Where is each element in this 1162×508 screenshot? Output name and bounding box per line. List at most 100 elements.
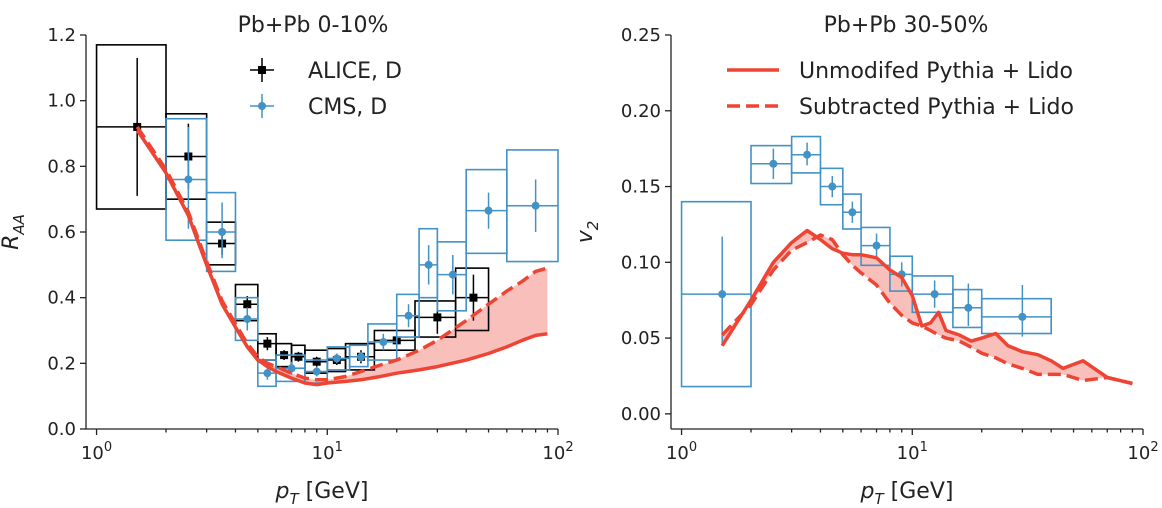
data-point-1-3	[263, 369, 272, 378]
x-tick-exponent: 2	[565, 440, 573, 455]
data-point-1-8	[379, 337, 388, 346]
y-tick-label: 0.6	[47, 222, 76, 243]
syst-box-0-12	[454, 267, 490, 332]
data-point-1-2	[243, 315, 252, 324]
data-point-1-9	[404, 311, 413, 320]
x-axis-label-sub: T	[875, 490, 886, 508]
data-point-1-5	[312, 367, 321, 376]
data-point-1-7	[356, 352, 365, 361]
legend-label: Unmodifed Pythia + Lido	[799, 59, 1073, 84]
x-tick-label: 102	[1127, 440, 1158, 464]
x-tick-label: 101	[312, 440, 343, 464]
x-tick-exponent: 2	[1150, 440, 1158, 455]
data-point-1-1	[218, 228, 227, 236]
syst-box-0-6	[889, 255, 914, 292]
data-point-0-9	[1018, 312, 1027, 321]
legend: Unmodifed Pythia + Lido Subtracted Pythia…	[727, 59, 1074, 120]
x-tick-label: 102	[542, 440, 573, 464]
data-point-0-7	[930, 290, 939, 299]
data-point-0-0	[718, 290, 727, 299]
x-tick-exponent: 1	[335, 440, 343, 455]
y-tick-label: 0.25	[621, 25, 661, 46]
x-tick-label: 100	[666, 440, 697, 464]
data-point-0-4	[263, 339, 272, 348]
data-point-0-7	[312, 357, 321, 366]
y-tick-label: 1.0	[47, 91, 76, 112]
data-point-1-0	[184, 175, 193, 184]
data-point-1-11	[448, 270, 457, 279]
x-axis-label: pT [GeV]	[860, 479, 954, 508]
chart-title: Pb+Pb 0-10%	[238, 13, 389, 38]
x-tick-label: 101	[897, 440, 928, 464]
data-point-1-13	[531, 201, 540, 210]
data-point-0-11	[433, 313, 442, 322]
legend-label: Subtracted Pythia + Lido	[799, 95, 1074, 120]
data-point-1-4	[287, 364, 296, 373]
data-point-0-12	[469, 293, 478, 302]
legend: ALICE, D CMS, D	[250, 58, 402, 120]
subtracted-curve	[135, 125, 548, 382]
y-tick-label: 0.4	[47, 288, 76, 309]
data-point-0-8	[964, 303, 973, 312]
chart-title: Pb+Pb 30-50%	[824, 13, 989, 38]
y-tick-label: 0.00	[621, 404, 661, 425]
y-tick-label: 0.05	[621, 328, 661, 349]
data-point-1-12	[484, 206, 493, 215]
x-tick-base: 10	[81, 443, 104, 464]
legend-marker-circle	[258, 102, 266, 110]
y-tick-label: 0.10	[621, 252, 661, 273]
x-tick-exponent: 0	[104, 440, 112, 455]
x-axis-label: pT [GeV]	[275, 479, 369, 508]
x-tick-base: 10	[542, 443, 565, 464]
x-tick-label: 100	[81, 440, 112, 464]
y-axis-label-sub: 2	[584, 221, 602, 231]
y-axis-label: v2	[573, 221, 602, 244]
x-axis-label-unit: [GeV]	[299, 479, 369, 504]
data-point-0-2	[803, 150, 812, 159]
y-tick-label: 0.15	[621, 177, 661, 198]
legend-marker-square	[258, 66, 266, 74]
y-tick-label: 0.20	[621, 101, 661, 122]
y-axis-label-sub: AA	[10, 214, 28, 236]
x-axis-label-unit: [GeV]	[884, 479, 954, 504]
x-axis-label-main: p	[860, 479, 875, 504]
y-tick-label: 0.8	[47, 156, 76, 177]
data-point-0-6	[294, 352, 303, 361]
y-axis-label-main: R	[0, 235, 24, 250]
legend-label: ALICE, D	[308, 59, 402, 84]
subtracted-curve	[720, 233, 1133, 386]
x-tick-base: 10	[312, 443, 335, 464]
y-tick-label: 1.2	[47, 25, 76, 46]
unmodified-curve	[720, 228, 1133, 386]
syst-box-0-9	[980, 297, 1052, 335]
y-tick-label: 0.0	[47, 419, 76, 440]
y-axis-label: RAA	[0, 214, 28, 250]
x-axis-label-sub: T	[290, 490, 301, 508]
data-point-0-4	[848, 208, 857, 217]
x-tick-exponent: 1	[920, 440, 928, 455]
syst-box-0-5	[860, 226, 891, 267]
x-tick-base: 10	[897, 443, 920, 464]
syst-box-1-11	[436, 241, 467, 312]
y-axis-label-main: v	[573, 229, 598, 243]
x-axis-label-main: p	[275, 479, 290, 504]
x-tick-base: 10	[666, 443, 689, 464]
x-tick-base: 10	[1127, 443, 1150, 464]
series-1	[165, 117, 559, 388]
syst-box-0-4	[842, 193, 862, 230]
series-0	[680, 135, 1052, 388]
data-point-0-5	[872, 241, 881, 250]
data-point-1-10	[424, 260, 433, 269]
model-band	[137, 126, 548, 385]
x-tick-exponent: 0	[689, 440, 697, 455]
legend-label: CMS, D	[308, 95, 387, 120]
data-point-0-1	[769, 159, 778, 168]
y-tick-label: 0.2	[47, 353, 76, 374]
series-0	[95, 44, 490, 374]
data-point-0-3	[828, 182, 837, 191]
data-point-0-3	[243, 300, 252, 309]
data-point-1-6	[332, 354, 341, 363]
